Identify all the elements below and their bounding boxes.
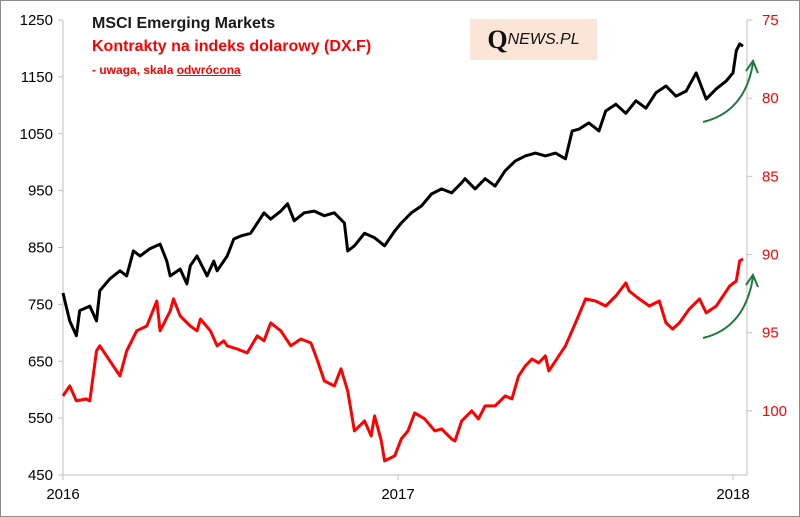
scale-note: - uwaga, skala odwrócona <box>92 63 241 77</box>
trend-arrow-icon <box>702 276 754 339</box>
right-tick-label: 95 <box>762 325 779 342</box>
trend-arrow-icon <box>702 62 754 123</box>
left-tick-label: 1050 <box>20 126 53 143</box>
trend-arrowhead-icon <box>745 272 759 288</box>
right-tick-label: 90 <box>762 247 779 264</box>
x-tick-label: 2018 <box>716 486 749 503</box>
chart-subtitle: Kontrakty na indeks dolarowy (DX.F) <box>92 38 372 55</box>
left-tick-label: 550 <box>28 410 53 427</box>
scale-note-prefix: - uwaga, skala <box>92 63 177 77</box>
right-tick-label: 75 <box>762 12 779 29</box>
left-tick-label: 1150 <box>21 69 53 86</box>
x-tick-label: 2016 <box>46 486 79 503</box>
dx-line <box>61 257 744 463</box>
left-tick-label: 850 <box>28 240 53 257</box>
trend-arrowhead-icon <box>745 58 759 74</box>
left-tick-label: 950 <box>28 183 53 200</box>
msci-line <box>61 42 744 338</box>
left-tick-label: 750 <box>28 296 53 313</box>
scale-note-underlined: odwrócona <box>176 63 241 77</box>
x-tick-label: 2017 <box>381 486 414 503</box>
left-tick-label: 450 <box>28 467 53 484</box>
right-tick-label: 85 <box>762 168 779 185</box>
logo-rest: NEWS.PL <box>507 30 580 48</box>
left-tick-label: 1250 <box>20 12 53 29</box>
logo-q: Q <box>487 24 508 54</box>
left-tick-label: 650 <box>28 353 53 370</box>
right-tick-label: 100 <box>762 403 787 420</box>
right-tick-label: 80 <box>762 90 779 107</box>
qnews-logo: Q NEWS.PL <box>470 19 597 60</box>
chart-title: MSCI Emerging Markets <box>92 15 276 32</box>
